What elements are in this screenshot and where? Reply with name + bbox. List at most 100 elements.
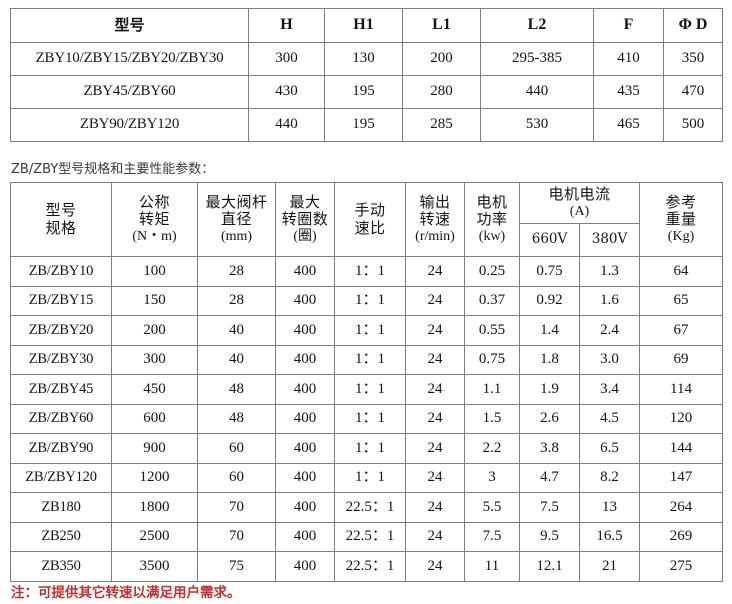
dimension-cell-f: 465 [593, 108, 664, 142]
spec-header-output-speed: 输出 转速 (r/min) [405, 181, 465, 258]
spec-cell-current-380v: 4.5 [578, 403, 641, 435]
spec-header-max-turns-line1: 最大 [289, 192, 321, 211]
spec-header-model-line2: 规格 [45, 218, 77, 237]
dimension-header-phi-d: Φ D [663, 8, 723, 43]
dimension-cell-l1: 280 [402, 75, 481, 109]
dimension-header-f: F [593, 8, 664, 43]
dimension-cell-model: ZBY90/ZBY120 [10, 108, 249, 142]
spec-cell-motor-power: 0.75 [464, 344, 520, 376]
dimension-header-h: H [248, 8, 325, 43]
spec-cell-torque: 2500 [111, 521, 198, 553]
spec-cell-model: ZB/ZBY10 [10, 256, 112, 287]
spec-cell-stem-diameter: 70 [197, 521, 276, 553]
spec-cell-weight: 269 [639, 521, 724, 553]
spec-cell-current-660v: 3.8 [519, 433, 580, 464]
spec-cell-motor-power: 0.37 [464, 285, 520, 317]
spec-header-torque-line2: 转矩 [138, 210, 170, 229]
spec-header-model: 型号 规格 [10, 181, 112, 258]
spec-table-container: 型号 规格 公称 转矩 (N・m) 最大阀杆 直径 (mm) 最大 [10, 181, 724, 582]
spec-cell-weight: 275 [639, 551, 724, 582]
spec-cell-model: ZB350 [10, 551, 112, 582]
spec-header-max-turns-unit: (圈) [293, 229, 317, 245]
spec-header-output-speed-unit: (r/min) [415, 229, 455, 245]
dimension-cell-l2: 530 [480, 108, 594, 142]
spec-cell-stem-diameter: 40 [197, 315, 276, 346]
spec-cell-manual-ratio: 1：1 [334, 403, 406, 435]
spec-header-manual-ratio: 手动 速比 [334, 181, 406, 258]
dimension-table: 型号 H H1 L1 L2 F Φ D ZBY10/ZBY15/ZBY20/ZB… [10, 8, 723, 142]
spec-cell-motor-power: 11 [464, 551, 520, 582]
spec-cell-torque: 200 [111, 315, 198, 346]
dimension-cell-l1: 200 [402, 42, 481, 76]
spec-cell-current-380v: 13 [578, 492, 641, 523]
spec-cell-weight: 120 [639, 403, 724, 435]
spec-header-current-660v: 660V [519, 223, 580, 258]
spec-cell-output-speed: 24 [405, 403, 465, 435]
spec-cell-output-speed: 24 [405, 285, 465, 317]
spec-cell-manual-ratio: 22.5：1 [334, 521, 406, 553]
spec-cell-stem-diameter: 48 [197, 403, 276, 435]
spec-cell-torque: 150 [111, 285, 198, 317]
spec-cell-model: ZB/ZBY20 [10, 315, 112, 346]
spec-cell-torque: 1200 [111, 462, 198, 494]
spec-cell-motor-power: 7.5 [464, 521, 520, 553]
spec-cell-stem-diameter: 75 [197, 551, 276, 582]
spec-cell-model: ZB250 [10, 521, 112, 553]
spec-cell-current-380v: 6.5 [578, 433, 641, 464]
spec-cell-current-660v: 1.4 [519, 315, 580, 346]
table-row: ZB/ZBY30 300 40 400 1：1 24 0.75 1.8 3.0 … [10, 344, 724, 376]
spec-cell-stem-diameter: 28 [197, 256, 276, 287]
dimension-header-model: 型号 [10, 8, 249, 43]
dimension-cell-h1: 195 [324, 108, 403, 142]
spec-cell-manual-ratio: 1：1 [334, 256, 406, 287]
spec-header-manual-ratio-line2: 速比 [354, 218, 386, 237]
spec-cell-max-turns: 400 [275, 374, 335, 405]
spec-cell-max-turns: 400 [275, 344, 335, 376]
spec-header-motor-power-unit: (kw) [478, 229, 506, 245]
spec-header-max-turns-line2: 转圈数 [281, 210, 329, 229]
spec-cell-manual-ratio: 22.5：1 [334, 551, 406, 582]
table-row: ZB350 3500 75 400 22.5：1 24 11 12.1 21 2… [10, 551, 724, 582]
spec-cell-current-660v: 4.7 [519, 462, 580, 494]
spec-cell-weight: 64 [639, 256, 724, 287]
spec-cell-model: ZB/ZBY60 [10, 403, 112, 435]
spec-cell-manual-ratio: 1：1 [334, 285, 406, 317]
spec-cell-current-380v: 8.2 [578, 462, 641, 494]
spec-cell-max-turns: 400 [275, 521, 335, 553]
spec-cell-current-380v: 3.0 [578, 344, 641, 376]
spec-cell-current-380v: 21 [578, 551, 641, 582]
spec-cell-stem-diameter: 60 [197, 433, 276, 464]
spec-cell-torque: 3500 [111, 551, 198, 582]
spec-header-manual-ratio-line1: 手动 [354, 200, 386, 219]
dimension-cell-h1: 195 [324, 75, 403, 109]
spec-cell-current-380v: 1.6 [578, 285, 641, 317]
spec-table-header-row-1: 型号 规格 公称 转矩 (N・m) 最大阀杆 直径 (mm) 最大 [10, 181, 724, 258]
spec-header-weight-line2: 重量 [665, 210, 697, 229]
spec-header-weight: 参考 重量 (Kg) [639, 181, 724, 258]
spec-cell-output-speed: 24 [405, 551, 465, 582]
dimension-cell-l2: 295-385 [480, 42, 594, 76]
spec-cell-manual-ratio: 22.5：1 [334, 492, 406, 523]
spec-cell-manual-ratio: 1：1 [334, 344, 406, 376]
spec-header-weight-line1: 参考 [665, 192, 697, 211]
table-row: ZB/ZBY90 900 60 400 1：1 24 2.2 3.8 6.5 1… [10, 433, 724, 464]
dimension-table-header-row: 型号 H H1 L1 L2 F Φ D [10, 8, 723, 43]
spec-cell-max-turns: 400 [275, 462, 335, 494]
table-row: ZB/ZBY15 150 28 400 1：1 24 0.37 0.92 1.6… [10, 285, 724, 317]
dimension-cell-h: 430 [248, 75, 325, 109]
spec-cell-stem-diameter: 60 [197, 462, 276, 494]
spec-cell-current-660v: 1.8 [519, 344, 580, 376]
dimension-cell-phi-d: 500 [663, 108, 723, 142]
dimension-cell-phi-d: 470 [663, 75, 723, 109]
spec-cell-stem-diameter: 28 [197, 285, 276, 317]
table-row: ZB/ZBY60 600 48 400 1：1 24 1.5 2.6 4.5 1… [10, 403, 724, 435]
spec-cell-motor-power: 1.1 [464, 374, 520, 405]
spec-cell-torque: 900 [111, 433, 198, 464]
spec-cell-manual-ratio: 1：1 [334, 374, 406, 405]
spec-header-torque-unit: (N・m) [132, 229, 177, 245]
spec-header-torque-line1: 公称 [138, 192, 170, 211]
spec-cell-current-660v: 0.92 [519, 285, 580, 317]
spec-cell-current-660v: 12.1 [519, 551, 580, 582]
dimension-cell-l2: 440 [480, 75, 594, 109]
spec-cell-weight: 264 [639, 492, 724, 523]
